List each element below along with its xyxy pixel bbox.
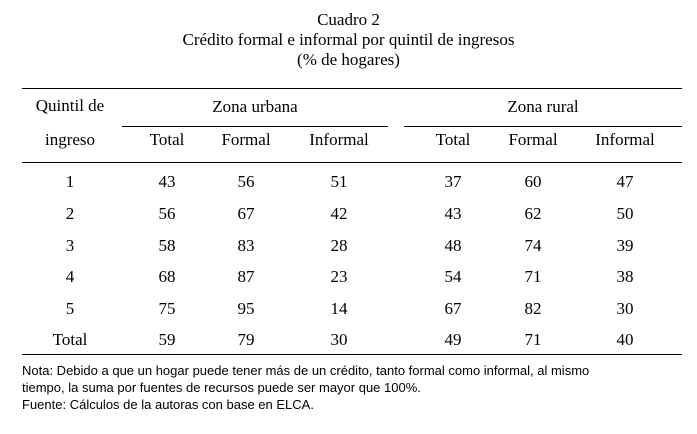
table-cell: 59 xyxy=(158,330,176,349)
table-cell: 51 xyxy=(330,172,348,191)
table-cell: 62 xyxy=(524,204,542,223)
table-cell: 30 xyxy=(330,330,348,349)
table-cell: 95 xyxy=(237,299,255,318)
row-header-line1: Quintil de xyxy=(35,96,105,115)
table-cell: 30 xyxy=(616,299,634,318)
table-notes: Nota: Debido a que un hogar puede tener … xyxy=(22,362,682,413)
table-cell: 71 xyxy=(524,267,542,286)
column-header: Informal xyxy=(309,130,369,149)
row-label: 4 xyxy=(65,267,75,286)
table-cell: 71 xyxy=(524,330,542,349)
table-cell: 43 xyxy=(158,172,176,191)
table-caption: Cuadro 2 Crédito formal e informal por q… xyxy=(0,10,697,70)
row-label: Total xyxy=(52,330,88,349)
header-bottom-rule xyxy=(22,162,682,163)
table-cell: 60 xyxy=(524,172,542,191)
row-label: 3 xyxy=(65,236,75,255)
column-header: Formal xyxy=(508,130,558,149)
row-header-line2: ingreso xyxy=(44,130,96,149)
column-header: Formal xyxy=(221,130,271,149)
table-cell: 68 xyxy=(158,267,176,286)
table-cell: 40 xyxy=(616,330,634,349)
table-cell: 28 xyxy=(330,236,348,255)
table-cell: 14 xyxy=(330,299,348,318)
table-cell: 48 xyxy=(444,236,462,255)
table-cell: 82 xyxy=(524,299,542,318)
urban-group-rule xyxy=(122,126,388,127)
table-cell: 38 xyxy=(616,267,634,286)
top-rule xyxy=(22,88,682,89)
table-cell: 67 xyxy=(237,204,255,223)
table-cell: 43 xyxy=(444,204,462,223)
table-cell: 47 xyxy=(616,172,634,191)
source-line: Fuente: Cálculos de la autoras con base … xyxy=(22,397,314,412)
row-label: 2 xyxy=(65,204,75,223)
table-cell: 50 xyxy=(616,204,634,223)
note-line-2: tiempo, la suma por fuentes de recursos … xyxy=(22,380,421,395)
row-label: 5 xyxy=(65,299,75,318)
group-header-urban: Zona urbana xyxy=(212,97,298,116)
table-cell: 67 xyxy=(444,299,462,318)
table-title: Crédito formal e informal por quintil de… xyxy=(182,30,515,49)
column-header: Total xyxy=(149,130,185,149)
group-header-rural: Zona rural xyxy=(507,97,579,116)
table-unit: (% de hogares) xyxy=(297,50,400,69)
column-header: Informal xyxy=(595,130,655,149)
table-cell: 58 xyxy=(158,236,176,255)
table-cell: 23 xyxy=(330,267,348,286)
table-cell: 87 xyxy=(237,267,255,286)
table-cell: 56 xyxy=(158,204,176,223)
table-cell: 74 xyxy=(524,236,542,255)
table-cell: 37 xyxy=(444,172,462,191)
table-cell: 54 xyxy=(444,267,462,286)
table-cell: 39 xyxy=(616,236,634,255)
table-cell: 56 xyxy=(237,172,255,191)
table-number: Cuadro 2 xyxy=(317,10,380,29)
rural-group-rule xyxy=(404,126,682,127)
row-label: 1 xyxy=(65,172,75,191)
column-header: Total xyxy=(435,130,471,149)
bottom-rule xyxy=(22,354,682,355)
table-cell: 83 xyxy=(237,236,255,255)
table-cell: 75 xyxy=(158,299,176,318)
table-cell: 49 xyxy=(444,330,462,349)
note-line-1: Nota: Debido a que un hogar puede tener … xyxy=(22,363,590,378)
table-cell: 79 xyxy=(237,330,255,349)
table-cell: 42 xyxy=(330,204,348,223)
